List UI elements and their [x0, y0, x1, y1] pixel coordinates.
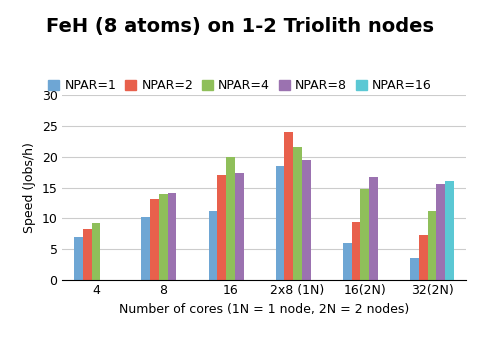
Bar: [428, 211, 436, 280]
Bar: [159, 194, 168, 280]
Bar: [150, 199, 159, 280]
Bar: [141, 217, 150, 280]
Bar: [83, 229, 92, 280]
Bar: [217, 175, 226, 280]
Bar: [302, 160, 311, 280]
Bar: [168, 193, 176, 280]
Text: FeH (8 atoms) on 1-2 Triolith nodes: FeH (8 atoms) on 1-2 Triolith nodes: [46, 17, 434, 36]
Bar: [419, 235, 428, 280]
Bar: [343, 243, 352, 280]
Bar: [360, 189, 369, 280]
Bar: [436, 184, 445, 280]
Bar: [74, 237, 83, 280]
Bar: [369, 177, 378, 280]
X-axis label: Number of cores (1N = 1 node, 2N = 2 nodes): Number of cores (1N = 1 node, 2N = 2 nod…: [119, 303, 409, 316]
Y-axis label: Speed (Jobs/h): Speed (Jobs/h): [23, 142, 36, 233]
Bar: [445, 181, 454, 280]
Bar: [92, 223, 100, 280]
Bar: [208, 211, 217, 280]
Bar: [235, 174, 243, 280]
Bar: [352, 222, 360, 280]
Bar: [276, 166, 285, 280]
Bar: [293, 147, 302, 280]
Legend: NPAR=1, NPAR=2, NPAR=4, NPAR=8, NPAR=16: NPAR=1, NPAR=2, NPAR=4, NPAR=8, NPAR=16: [43, 74, 437, 98]
Bar: [285, 132, 293, 280]
Bar: [410, 258, 419, 280]
Bar: [226, 157, 235, 280]
